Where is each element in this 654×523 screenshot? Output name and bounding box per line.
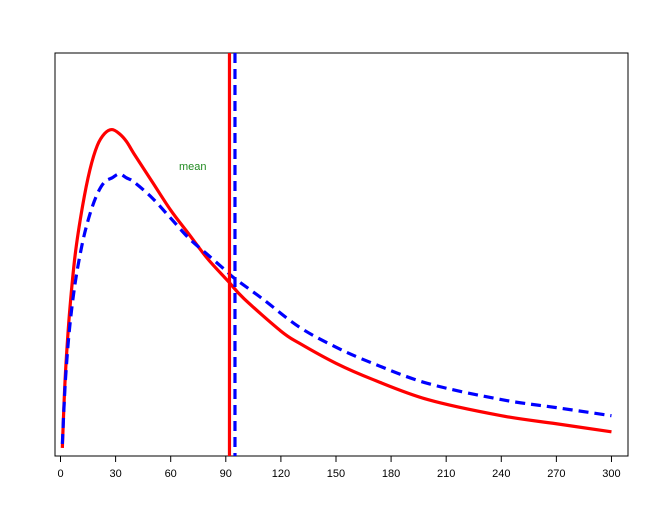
x-tick-label: 240 [492, 468, 510, 480]
x-tick-label: 90 [220, 468, 232, 480]
x-tick-label: 270 [547, 468, 565, 480]
x-tick-label: 180 [382, 468, 400, 480]
series-group [60, 127, 612, 448]
mean-lines [227, 53, 237, 456]
solid-density-curve [60, 127, 612, 448]
x-axis: 0 30 60 90 120 150 180 210 240 270 300 [57, 455, 621, 480]
plot-frame [54, 52, 629, 457]
x-tick-label: 150 [327, 468, 345, 480]
mean-annotation: mean [179, 161, 207, 173]
x-tick-label: 300 [602, 468, 620, 480]
x-tick-label: 210 [437, 468, 455, 480]
x-tick-label: 30 [109, 468, 121, 480]
annotations: mean [179, 161, 207, 173]
x-tick-label: 60 [165, 468, 177, 480]
dashed-density-curve [60, 172, 612, 444]
x-tick-label: 120 [272, 468, 290, 480]
x-tick-label: 0 [57, 468, 63, 480]
